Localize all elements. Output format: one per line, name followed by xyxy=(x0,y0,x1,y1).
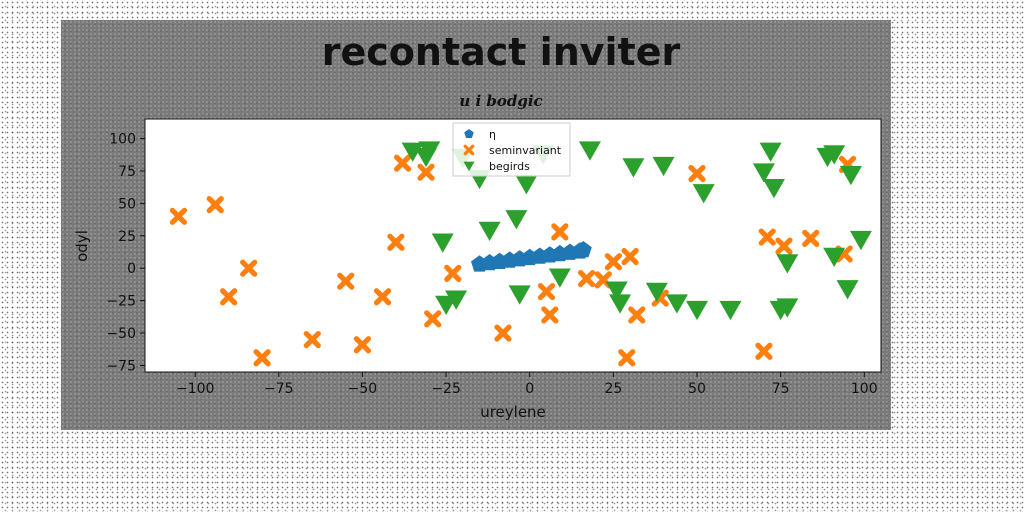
x-tick-label: 0 xyxy=(525,381,534,397)
legend-label: η xyxy=(489,128,496,141)
x-tick-label: 50 xyxy=(688,381,706,397)
legend-label: seminvariant xyxy=(489,144,562,157)
y-tick-label: 25 xyxy=(118,229,136,245)
y-axis-label: odyl xyxy=(73,230,91,262)
x-axis-label: ureylene xyxy=(480,403,546,421)
x-tick-label: −100 xyxy=(176,381,214,397)
chart-figure: recontact inviter u i bodgic −100 −75 −50 −… xyxy=(61,20,891,430)
x-tick-label: −25 xyxy=(431,381,461,397)
y-tick-label: 100 xyxy=(109,131,136,147)
y-tick-label: 75 xyxy=(118,164,136,180)
y-tick-label: −25 xyxy=(106,294,136,310)
y-tick-label: −75 xyxy=(106,359,136,375)
scatter-chart: recontact inviter u i bodgic −100 −75 −50 −… xyxy=(61,20,891,430)
legend-label: begirds xyxy=(489,160,530,173)
x-tick-label: −75 xyxy=(264,381,294,397)
chart-subtitle: u i bodgic xyxy=(459,92,542,110)
x-tick-label: 100 xyxy=(851,381,878,397)
x-tick-label: −50 xyxy=(348,381,378,397)
x-tick-label: 75 xyxy=(772,381,790,397)
x-tick-label: 25 xyxy=(604,381,622,397)
y-tick-label: −50 xyxy=(106,326,136,342)
y-tick-label: 50 xyxy=(118,196,136,212)
y-tick-label: 0 xyxy=(127,261,136,277)
legend: η seminvariant begirds xyxy=(453,123,570,176)
chart-title: recontact inviter xyxy=(322,30,681,74)
